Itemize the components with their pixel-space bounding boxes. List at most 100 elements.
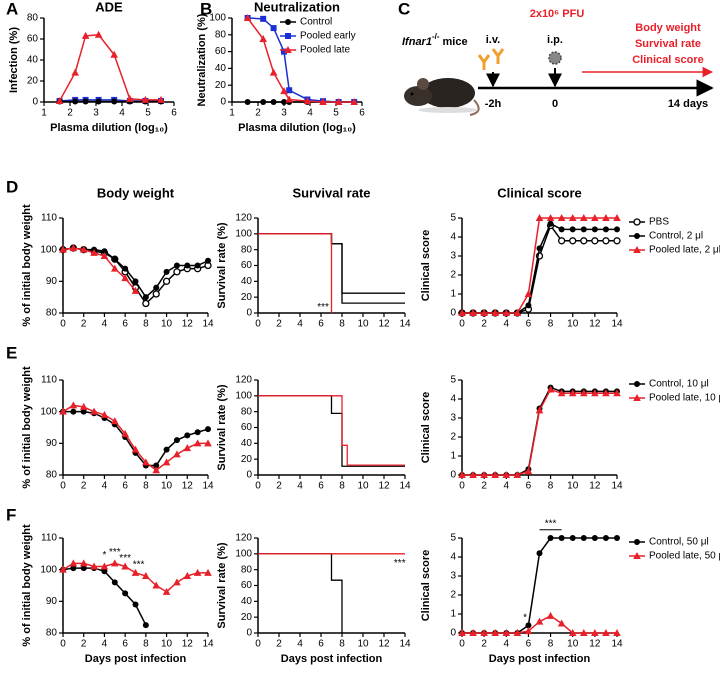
y-tick-label: 100 [40, 244, 57, 255]
x-tick-label: 2 [67, 108, 73, 119]
marker [569, 237, 577, 245]
y-tick-label: 100 [209, 13, 226, 24]
marker [634, 539, 640, 545]
marker [613, 389, 621, 397]
y-axis-label: Clinical score [420, 550, 432, 622]
marker [469, 471, 477, 478]
x-tick-label: 0 [255, 481, 261, 492]
x-axis-label: Days post infection [489, 653, 591, 665]
x-tick-label: 12 [182, 319, 194, 330]
marker [152, 466, 161, 474]
marker [286, 87, 293, 94]
legend-label: PBS [649, 217, 669, 228]
legend-label: Control, 50 μl [649, 537, 709, 548]
marker [131, 445, 140, 453]
y-tick-label: 60 [241, 422, 253, 433]
x-tick-label: 8 [548, 481, 554, 492]
survival-line [258, 395, 405, 466]
marker [205, 257, 211, 264]
x-tick-label: 10 [357, 639, 369, 650]
marker [69, 401, 78, 409]
marker [513, 629, 522, 636]
y-axis-label: Survival rate (%) [216, 384, 228, 471]
significance: * [102, 550, 106, 561]
y-tick-label: 80 [241, 244, 253, 255]
y-tick-label: 5 [450, 533, 456, 544]
panel-label: B [200, 0, 212, 18]
marker [184, 262, 191, 269]
y-axis-label: Survival rate (%) [216, 542, 228, 629]
marker [569, 226, 576, 233]
marker [633, 218, 641, 226]
marker [90, 248, 98, 256]
marker [502, 309, 511, 316]
y-tick-label: 20 [241, 292, 253, 303]
x-tick-label: 12 [378, 639, 390, 650]
x-tick-label: 5 [145, 108, 151, 119]
marker [131, 568, 140, 576]
panel-label: C [398, 0, 410, 18]
x-tick-label: 6 [318, 481, 324, 492]
y-tick-label: 100 [235, 390, 252, 401]
y-tick-label: 1 [450, 609, 456, 620]
y-tick-label: 20 [215, 80, 227, 91]
marker [568, 629, 577, 636]
x-tick-label: 4 [102, 319, 108, 330]
marker [569, 535, 576, 541]
marker [285, 95, 293, 103]
significance: *** [133, 560, 145, 571]
x-tick-label: 14 [202, 481, 214, 492]
x-tick-label: 6 [122, 481, 128, 492]
marker [614, 226, 620, 233]
marker [243, 14, 252, 21]
marker [535, 214, 544, 221]
y-tick-label: 0 [246, 308, 252, 319]
marker [613, 214, 621, 221]
x-axis-label: Plasma dilution (log₁₀) [238, 122, 356, 134]
survival-line [258, 233, 333, 313]
marker [152, 581, 161, 589]
legend-label: Pooled late, 50 μl [649, 551, 720, 562]
marker [204, 439, 212, 447]
marker [142, 572, 150, 579]
experiment-diagram: Ifnar1-/- mice i.v. -2h 2x10⁶ PFU i.p. 0 … [402, 8, 714, 116]
x-tick-label: 10 [161, 481, 173, 492]
marker [110, 559, 119, 567]
x-tick-label: 14 [399, 481, 411, 492]
y-tick-label: 0 [220, 97, 226, 108]
x-tick-label: 4 [307, 108, 313, 119]
x-tick-label: 14 [399, 319, 411, 330]
x-tick-label: 14 [611, 319, 623, 330]
marker [614, 535, 620, 541]
survival-line [258, 395, 405, 467]
marker [535, 406, 544, 414]
y-tick-label: 60 [241, 260, 253, 271]
chart-title: ADE [95, 0, 123, 14]
y-axis-label: Infection (%) [8, 27, 20, 93]
marker [270, 25, 277, 32]
y-tick-label: 110 [41, 533, 57, 544]
x-tick-label: 12 [182, 639, 194, 650]
marker [579, 389, 588, 397]
y-axis-label: Clinical score [420, 392, 432, 464]
y-tick-label: 40 [241, 438, 253, 449]
x-tick-label: 10 [567, 319, 579, 330]
x-tick-label: 12 [182, 481, 194, 492]
marker [602, 226, 609, 233]
marker [244, 99, 251, 105]
x-tick-label: 1 [229, 108, 235, 119]
x-tick-label: 2 [481, 639, 487, 650]
marker [303, 97, 312, 105]
x-tick-label: 10 [161, 639, 173, 650]
marker [193, 568, 202, 576]
y-tick-label: 20 [241, 612, 253, 623]
marker [193, 439, 202, 447]
x-tick-label: 2 [481, 481, 487, 492]
series-line [462, 222, 617, 314]
strain: Ifnar1 [402, 36, 432, 48]
marker [142, 294, 149, 301]
series-line [58, 34, 161, 102]
x-tick-label: 2 [255, 108, 261, 119]
marker [55, 96, 64, 104]
